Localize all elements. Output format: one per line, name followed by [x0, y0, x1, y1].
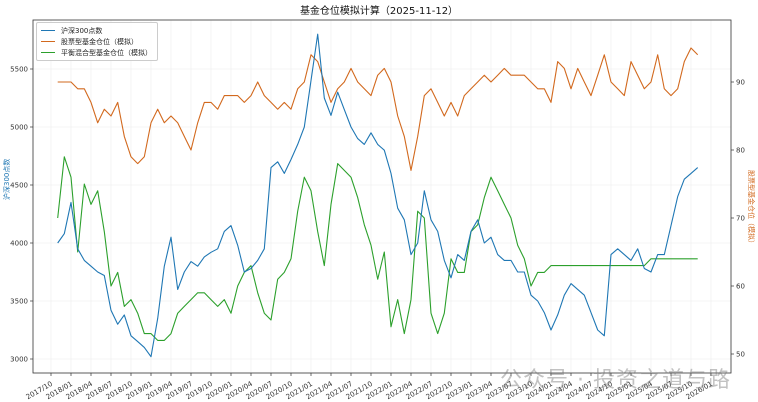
series-line-0: [57, 33, 699, 358]
plot-frame: [32, 19, 732, 374]
left-y-tick-label: 5000: [10, 124, 28, 132]
right-y-axis-label: 股票型基金仓位（模拟）: [747, 170, 755, 247]
left-y-tick-label: 3000: [10, 356, 28, 364]
chart-title: 基金仓位模拟计算（2025-11-12）: [299, 6, 459, 17]
right-y-tick-label: 70: [736, 215, 745, 223]
right-y-axis: 50 60 70 80 90: [731, 79, 745, 359]
watermark: 公众号 · 投资之道与路: [500, 368, 731, 393]
legend-item-balanced-fund: 平衡混合型基金仓位（模拟）: [41, 47, 152, 58]
left-y-tick-label: 4000: [10, 240, 28, 248]
legend-swatch-orange: [41, 41, 55, 42]
right-y-tick-label: 50: [736, 351, 745, 359]
series-layer: [57, 33, 699, 358]
left-y-axis: 3000 3500 4000 4500 5000 5500: [10, 66, 33, 364]
left-y-axis-label: 沪深300点数: [3, 158, 11, 200]
legend-swatch-green: [41, 52, 55, 53]
right-y-tick-label: 60: [736, 283, 745, 291]
legend-item-hs300: 沪深300点数: [41, 25, 152, 36]
right-y-tick-label: 80: [736, 147, 745, 155]
x-axis: 2017/102018/012018/042018/072018/102019/…: [25, 373, 714, 401]
legend-swatch-blue: [41, 30, 55, 31]
grid-lines: [33, 20, 731, 373]
left-y-tick-label: 3500: [10, 298, 28, 306]
legend-item-stock-fund: 股票型基金仓位（模拟）: [41, 36, 152, 47]
legend-label: 平衡混合型基金仓位（模拟）: [61, 48, 152, 57]
series-line-2: [57, 156, 698, 341]
right-y-tick-label: 90: [736, 79, 745, 87]
legend-label: 股票型基金仓位（模拟）: [61, 37, 138, 46]
series-line-1: [57, 47, 699, 171]
left-y-tick-label: 5500: [10, 66, 28, 74]
chart-legend: 沪深300点数 股票型基金仓位（模拟） 平衡混合型基金仓位（模拟）: [36, 22, 158, 61]
left-y-tick-label: 4500: [10, 182, 28, 190]
legend-label: 沪深300点数: [61, 26, 103, 35]
